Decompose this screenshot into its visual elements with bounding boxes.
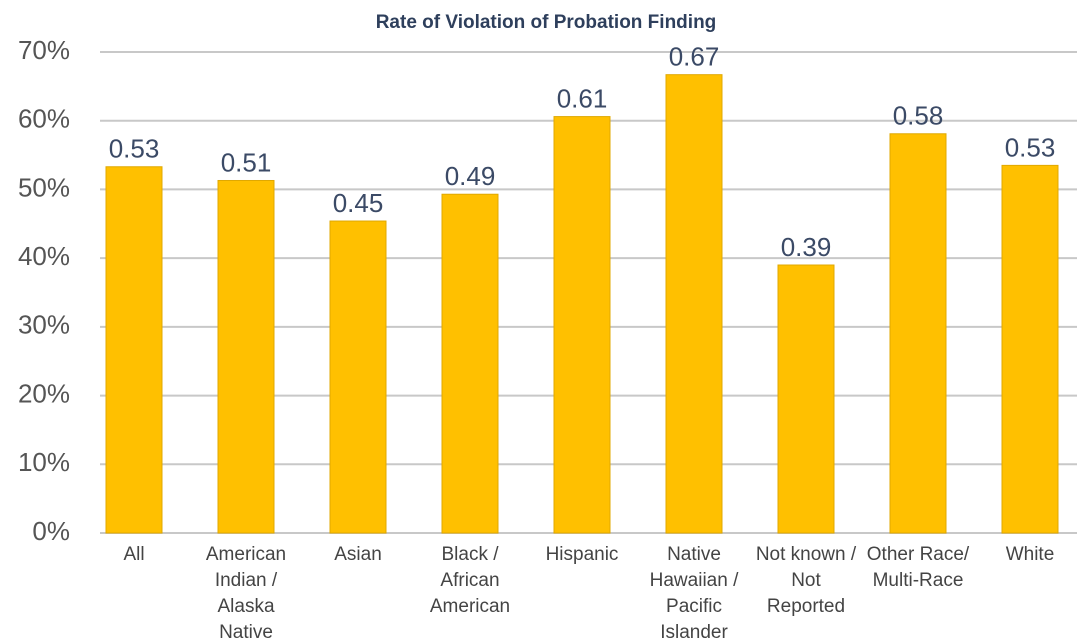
y-tick-label: 50% (18, 172, 70, 202)
x-tick-label: Black / African American (429, 544, 511, 617)
bar (217, 179, 275, 534)
bar (665, 74, 723, 534)
value-label: 0.39 (781, 232, 832, 262)
value-label: 0.45 (333, 188, 384, 218)
x-tick-label: Native Hawaiian / Pacific Islander (649, 544, 739, 643)
x-tick-label: Hispanic (545, 544, 619, 565)
bar (889, 133, 947, 534)
bar (553, 116, 611, 534)
x-tick-label: White (1005, 544, 1055, 565)
value-label: 0.49 (445, 161, 496, 191)
x-tick-label: Other Race/ Multi-Race (866, 544, 970, 591)
y-tick-label: 0% (32, 516, 70, 546)
bar (777, 264, 835, 534)
value-label: 0.51 (221, 147, 272, 177)
y-tick-label: 30% (18, 310, 70, 340)
value-label: 0.53 (109, 134, 160, 164)
bar (441, 193, 499, 534)
y-tick-label: 10% (18, 447, 70, 477)
value-label: 0.67 (669, 42, 720, 72)
bar (105, 166, 163, 534)
x-tick-label: Asian (334, 544, 382, 565)
x-tick-label: Not known / Not Reported (755, 544, 857, 617)
y-tick-label: 70% (18, 35, 70, 65)
y-tick-label: 60% (18, 104, 70, 134)
value-label: 0.58 (893, 101, 944, 131)
x-tick-label: American Indian / Alaska Native (205, 544, 287, 643)
chart-title: Rate of Violation of Probation Finding (376, 12, 717, 33)
bar (329, 220, 387, 534)
y-tick-label: 40% (18, 241, 70, 271)
x-tick-label: All (123, 544, 145, 565)
value-label: 0.53 (1005, 132, 1056, 162)
bar (1001, 164, 1059, 534)
value-label: 0.61 (557, 83, 608, 113)
y-tick-label: 20% (18, 378, 70, 408)
